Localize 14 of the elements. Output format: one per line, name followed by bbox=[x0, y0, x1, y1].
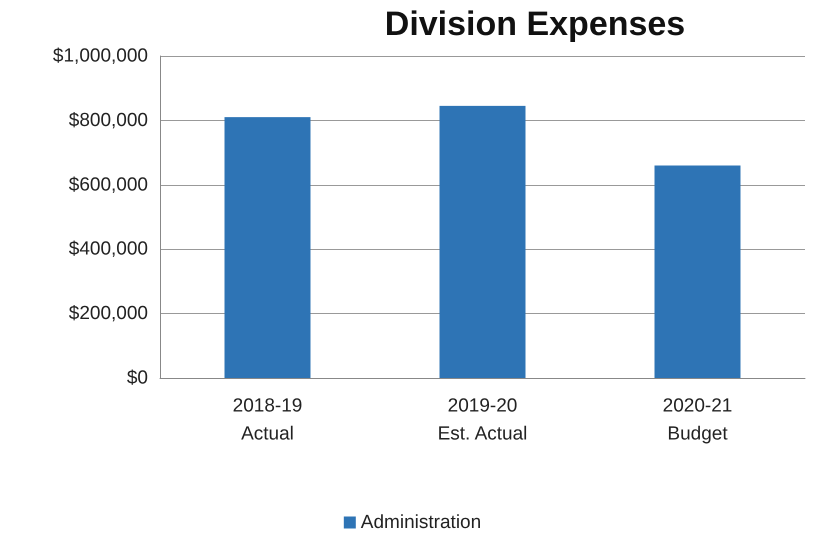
y-tick-label: $0 bbox=[126, 368, 148, 388]
y-tick-label: $400,000 bbox=[68, 238, 148, 260]
bar bbox=[440, 106, 526, 378]
legend-label: Administration bbox=[360, 512, 482, 533]
y-tick-label: $600,000 bbox=[68, 174, 148, 196]
x-tick-label: 2020-21 Budget bbox=[662, 396, 732, 444]
chart-title: Division Expenses bbox=[384, 5, 686, 43]
bar bbox=[654, 165, 740, 378]
y-tick-label: $200,000 bbox=[68, 303, 148, 324]
y-tick-label: $800,000 bbox=[68, 110, 148, 131]
bar bbox=[224, 117, 310, 378]
y-tick-label: $1,000,000 bbox=[52, 46, 148, 66]
x-tick-label: 2018-19 Actual bbox=[232, 396, 302, 444]
x-tick-label: 2019-20 Est. Actual bbox=[438, 396, 528, 444]
